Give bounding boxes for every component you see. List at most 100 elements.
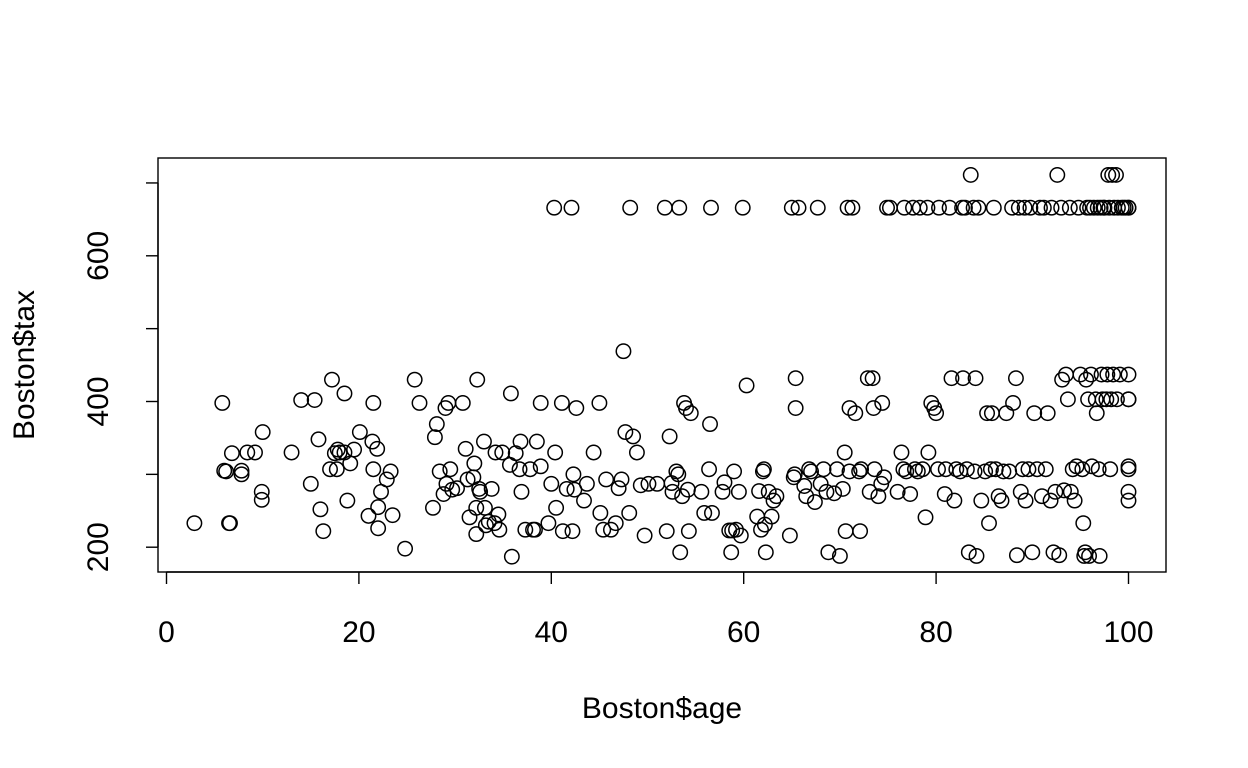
scatter-point [247,444,263,461]
scatter-point [1064,461,1081,478]
scatter-point [809,199,826,216]
scatter-point [948,461,965,478]
scatter-point [1049,166,1066,183]
scatter-point [1035,199,1052,216]
scatter-point [617,424,634,441]
scatter-point [532,395,549,411]
scatter-point [818,483,835,500]
scatter-point [866,461,883,478]
scatter-point [841,463,858,480]
scatter-point [664,483,681,500]
scatter-point [370,520,387,537]
scatter-point [870,488,887,505]
x-tick-label: 20 [342,616,375,649]
scatter-point [714,483,731,500]
scatter-point [621,505,638,521]
scatter-point [1039,405,1056,422]
scatter-point [839,199,856,216]
scatter-point [851,463,868,480]
scatter-point [360,507,377,524]
scatter-point [990,488,1007,505]
scatter-point [914,461,931,478]
scatter-point [472,483,489,500]
scatter-point [186,515,203,532]
scatter-point [701,461,718,478]
scatter-point [253,491,270,508]
scatter-point [889,483,906,500]
scatter-point [1085,199,1102,216]
scatter-point [1099,366,1116,383]
scatter-point [540,515,557,532]
scatter-point [693,483,710,500]
scatter-point [728,521,744,538]
scatter-point [985,199,1002,216]
y-axis: 200 400 600 [82,182,159,572]
scatter-point [1103,391,1120,408]
scatter-point [993,492,1010,509]
scatter-point [798,488,815,505]
scatter-point [628,444,645,461]
scatter-point [732,527,749,544]
scatter-point [469,371,486,388]
scatter-point [302,475,319,492]
scatter-point [967,370,984,387]
scatter-point [844,199,861,216]
scatter-point [966,463,983,480]
scatter-point [836,444,853,461]
scatter-point [546,199,563,216]
scatter-point [511,461,528,478]
scatter-point [696,505,713,521]
scatter-point [965,199,982,216]
scatter-point [968,547,985,564]
scatter-point [487,444,504,461]
scatter-point [1093,366,1110,383]
scatter-point [554,523,571,540]
scatter-point [370,499,387,516]
scatter-point [803,463,819,480]
scatter-point [336,385,353,402]
scatter-point [306,392,323,408]
scatter-point [214,395,231,411]
scatter-point [658,523,675,540]
scatter-point [1072,366,1089,383]
scatter-point [625,428,642,445]
scatter-point [254,424,271,441]
scatter-point [328,461,345,478]
scatter-point [955,370,971,387]
scatter-point [847,405,864,422]
scatter-point [512,433,529,450]
scatter-point [526,521,543,538]
scatter-point [494,444,511,461]
scatter-point [1043,199,1060,216]
scatter-point [384,507,401,524]
scatter-point [1004,199,1021,216]
scatter-point [781,527,798,544]
scatter-point [820,544,837,561]
scatter-point [738,377,755,394]
scatter-point [548,499,565,516]
scatter-point [668,463,685,480]
scatter-point [568,400,585,417]
scatter-point [522,461,539,478]
scatter-point [859,370,876,387]
scatter-point [1078,371,1095,388]
data-points [186,166,1137,565]
scatter-point [861,483,878,500]
y-tick-label: 200 [82,522,115,572]
scatter-point [928,405,945,422]
scatter-point [1098,391,1115,408]
scatter-point [941,199,958,216]
scatter-point [365,395,382,411]
scatter-point [1010,199,1027,216]
scatter-point [841,400,858,417]
scatter-point [636,527,653,544]
scatter-point [1026,405,1043,422]
scatter-point [528,433,545,450]
scatter-point [558,480,575,497]
scatter-point [852,523,869,540]
scatter-point [218,463,235,480]
scatter-point [312,501,329,518]
x-axis: 0 20 40 60 80 100 [158,571,1154,649]
scatter-point [322,461,338,478]
